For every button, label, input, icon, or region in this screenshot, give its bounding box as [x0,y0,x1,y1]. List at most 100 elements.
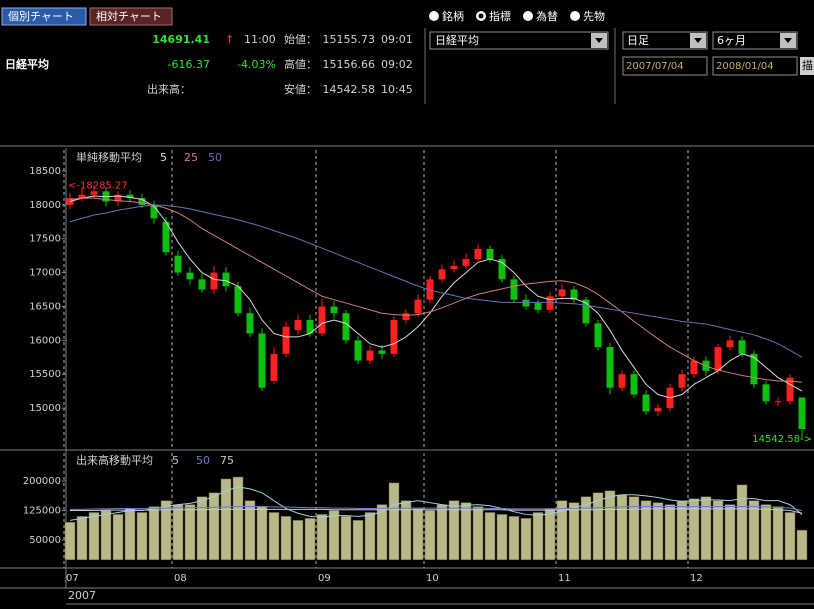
volume-bar [304,518,316,560]
dropdown[interactable] [429,31,609,50]
y-tick-label: 15000 [29,403,61,414]
draw-button[interactable]: 描 [802,58,813,72]
button-bg[interactable] [1,7,87,26]
button[interactable]: 個別チャート [8,10,74,23]
candle-body [726,340,734,348]
volume-bar [760,504,772,560]
index-name: 日経平均 [5,57,49,71]
volume-bar [580,496,592,560]
y-tick-label: 18500 [29,166,61,177]
volume-bar [208,492,220,560]
annotation: 14542.58-> [752,434,812,445]
x-tick-label: 07 [66,573,79,584]
volume-bar [328,510,340,560]
volume-bar [532,512,544,560]
candle-body [462,259,470,266]
candle-body [282,326,290,354]
candle-body [570,289,578,300]
y-tick-label: 50000 [29,535,61,546]
volume-bar [544,508,556,560]
volume-bar [520,518,532,560]
volume-bar [712,500,724,560]
candle-body [786,377,794,402]
volume-bar [136,512,148,560]
volume-bar [172,504,184,560]
candle-body [90,191,98,195]
candle-body [642,394,650,412]
low-time: 10:45 [381,83,413,96]
candle-body [474,248,482,260]
radio[interactable] [429,11,439,21]
ma-line [69,204,803,358]
price: 14691.41 [152,33,210,46]
open-label: 始値： [284,32,317,46]
candle-body [438,269,446,280]
x-tick-label: 08 [174,573,187,584]
volume-bar [748,500,760,560]
candle-body [150,204,158,219]
candle-body [594,323,602,348]
y-tick-label: 15500 [29,369,61,380]
radio[interactable] [570,11,580,21]
dropdown[interactable] [622,31,708,50]
candle-body [330,306,338,314]
candle-body [762,384,770,402]
volume-bar [76,516,88,560]
volume-bar [280,516,292,560]
candle-body [342,313,350,341]
arrow: ↑ [225,33,234,46]
volume-bar [388,482,400,560]
volume-bar [352,520,364,560]
x-tick-label: 11 [558,573,571,584]
y-tick-label: 125000 [23,506,61,517]
candle-body [258,333,266,388]
volume-bar [268,512,280,560]
dropdown[interactable] [712,31,798,50]
volume-bar [256,506,268,560]
draw-button-bg[interactable] [800,57,814,75]
volume-bar [316,514,328,560]
candle-body [294,319,302,331]
legend-entry: 75 [220,454,234,467]
open-value: 15155.73 [323,33,376,46]
volume-bar [400,500,412,560]
volume-bar [124,508,136,560]
volume-bar [184,504,196,560]
date-input[interactable] [622,56,708,76]
volume-bar [232,476,244,560]
radio-group: 銘柄 指標 為替 先物 [429,9,605,23]
volume-bar [424,510,436,560]
volume-bar [340,516,352,560]
candle-body [534,303,542,310]
dropdown-text: 日経平均 [435,34,479,47]
ma-line [70,508,803,514]
candle-body [558,289,566,297]
volume-bar [652,502,664,560]
volume-bar [436,504,448,560]
volume-bar [772,506,784,560]
volume-bar [364,512,376,560]
candle-body [798,397,806,429]
time: 11:00 [244,33,276,46]
radio[interactable] [523,11,533,21]
radio-dot [478,13,484,19]
ma-line [69,195,803,399]
candle-body [318,306,326,334]
button-bg[interactable] [89,7,173,26]
y-tick-label: 200000 [23,476,61,487]
volume-bar [160,500,172,560]
date-input[interactable] [712,56,798,76]
button[interactable]: 相対チャート [96,9,162,23]
candle-body [774,401,782,403]
volume-bar [64,522,76,560]
candle-body [498,259,506,280]
candle-body [738,340,746,354]
radio-label: 先物 [583,9,605,23]
legend-entry: 50 [208,151,222,164]
y-tick-label: 17000 [29,268,61,279]
volume-bar [448,500,460,560]
y-tick-label: 17500 [29,234,61,245]
ma-line [70,506,803,511]
volume-bar [568,502,580,560]
